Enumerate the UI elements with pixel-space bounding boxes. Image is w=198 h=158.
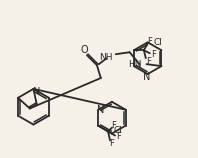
Text: N: N: [33, 87, 40, 97]
Text: F: F: [151, 50, 156, 59]
Text: F: F: [146, 57, 151, 66]
Text: HN: HN: [128, 60, 142, 69]
Text: F: F: [147, 37, 152, 46]
Text: F: F: [117, 132, 121, 141]
Text: F: F: [110, 139, 114, 148]
Text: O: O: [80, 45, 88, 55]
Text: F: F: [112, 121, 116, 130]
Text: Cl: Cl: [153, 38, 162, 47]
Text: N: N: [143, 72, 150, 82]
Text: N: N: [97, 105, 105, 115]
Text: NH: NH: [99, 53, 113, 62]
Text: Cl: Cl: [113, 126, 122, 135]
